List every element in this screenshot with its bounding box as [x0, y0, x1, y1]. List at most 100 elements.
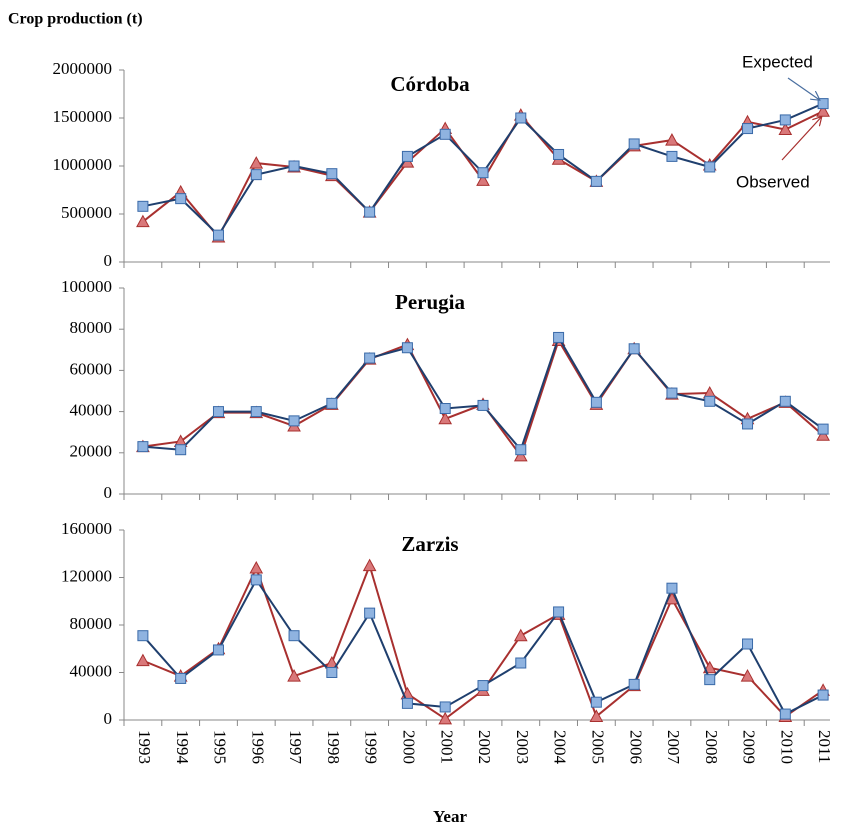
- marker: [665, 133, 679, 146]
- marker: [326, 397, 338, 409]
- marker: [250, 169, 262, 181]
- marker: [704, 395, 716, 407]
- marker: [704, 674, 716, 686]
- x-tick-label: 1996: [248, 730, 267, 764]
- marker: [515, 657, 527, 669]
- marker: [249, 156, 264, 169]
- x-tick-label: 1994: [173, 730, 192, 765]
- marker: [477, 680, 489, 692]
- marker: [779, 708, 791, 720]
- marker: [288, 415, 300, 427]
- x-tick-label: 1998: [324, 730, 343, 764]
- x-tick-label: 2002: [475, 730, 494, 764]
- marker: [401, 697, 413, 709]
- marker: [175, 444, 187, 456]
- marker: [136, 214, 150, 228]
- marker: [136, 653, 150, 667]
- marker: [515, 444, 527, 456]
- panel-title: Córdoba: [390, 72, 470, 96]
- x-tick-label: 1999: [362, 730, 381, 764]
- marker: [212, 229, 224, 241]
- y-tick-label: 120000: [61, 566, 112, 585]
- marker: [137, 200, 149, 212]
- x-tick-label: 2003: [513, 730, 532, 764]
- x-tick-label: 2006: [626, 730, 645, 764]
- y-axis-title: Crop production (t): [8, 11, 143, 28]
- panel-title: Zarzis: [401, 532, 458, 556]
- y-tick-label: 40000: [70, 661, 113, 680]
- marker: [137, 441, 149, 453]
- y-tick-label: 0: [104, 251, 113, 270]
- marker: [288, 160, 300, 172]
- y-tick-label: 40000: [70, 401, 113, 420]
- marker: [250, 406, 262, 418]
- series-line: [142, 562, 824, 721]
- marker: [553, 331, 565, 343]
- marker: [212, 406, 224, 418]
- marker: [778, 122, 793, 136]
- marker: [628, 138, 640, 150]
- x-tick-label: 2004: [551, 730, 570, 765]
- marker: [779, 114, 791, 126]
- marker: [742, 418, 754, 430]
- x-tick-label: 1997: [286, 730, 305, 765]
- annotation-arrow: [781, 117, 821, 161]
- marker: [401, 342, 413, 354]
- marker: [250, 574, 262, 586]
- marker: [666, 150, 678, 162]
- marker: [477, 399, 489, 411]
- marker: [364, 206, 376, 218]
- marker: [817, 689, 829, 701]
- marker: [513, 448, 528, 462]
- marker: [704, 161, 716, 173]
- x-tick-label: 2008: [702, 730, 721, 764]
- marker: [742, 123, 754, 135]
- marker: [249, 560, 264, 574]
- x-tick-label: 1993: [135, 730, 154, 764]
- annotation-arrow: [787, 77, 819, 100]
- marker: [666, 582, 678, 594]
- marker: [401, 150, 413, 162]
- marker: [590, 696, 602, 708]
- y-tick-label: 2000000: [53, 59, 113, 78]
- marker: [628, 343, 640, 355]
- marker: [589, 709, 604, 722]
- marker: [590, 396, 602, 408]
- marker: [439, 701, 451, 713]
- x-tick-label: 1995: [211, 730, 230, 764]
- marker: [817, 423, 829, 435]
- marker: [326, 168, 338, 180]
- marker: [515, 112, 527, 124]
- panel-title: Perugia: [395, 290, 465, 314]
- marker: [438, 711, 453, 725]
- marker: [287, 669, 301, 682]
- annotation: Observed: [736, 172, 810, 191]
- y-tick-label: 20000: [70, 442, 113, 461]
- marker: [326, 667, 338, 678]
- x-tick-label: 2001: [437, 730, 456, 764]
- x-tick-label: 2007: [664, 730, 683, 765]
- marker: [476, 173, 490, 186]
- marker: [477, 167, 489, 179]
- marker: [439, 128, 451, 140]
- marker: [779, 395, 791, 407]
- marker: [438, 411, 453, 425]
- x-tick-label: 2011: [815, 730, 834, 763]
- marker: [175, 672, 187, 684]
- marker: [364, 352, 376, 364]
- y-tick-label: 1500000: [53, 107, 113, 126]
- marker: [553, 148, 565, 160]
- marker: [628, 678, 640, 690]
- marker: [439, 403, 451, 415]
- marker: [816, 104, 830, 117]
- x-tick-label: 2005: [588, 730, 607, 764]
- marker: [590, 175, 602, 187]
- y-tick-label: 100000: [61, 277, 112, 296]
- marker: [212, 644, 224, 656]
- y-tick-label: 80000: [70, 318, 113, 337]
- marker: [137, 630, 149, 642]
- marker: [553, 606, 565, 618]
- x-tick-label: 2009: [740, 730, 759, 764]
- marker: [816, 428, 830, 441]
- marker: [288, 630, 300, 642]
